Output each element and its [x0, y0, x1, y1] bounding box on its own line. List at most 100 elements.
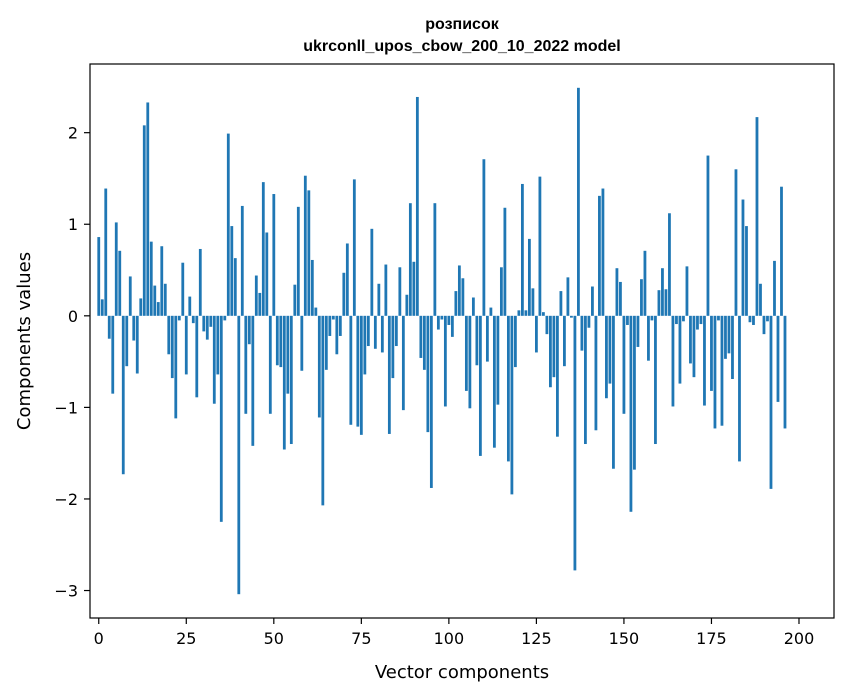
- bar: [184, 315, 188, 375]
- bar: [202, 315, 206, 332]
- bar: [671, 315, 675, 407]
- y-tick-label: −2: [54, 490, 78, 509]
- bar: [619, 281, 622, 316]
- bar: [429, 315, 433, 488]
- bar: [226, 133, 230, 316]
- bar: [209, 315, 213, 327]
- x-tick-label: 200: [784, 629, 815, 648]
- bar: [363, 315, 367, 375]
- bar: [212, 315, 216, 404]
- bar: [489, 307, 493, 316]
- bar: [661, 268, 664, 316]
- bar: [766, 315, 769, 322]
- bar: [594, 315, 598, 431]
- bar: [251, 315, 255, 446]
- bar: [146, 102, 150, 316]
- y-axis-ticks: −3 −2 −1 0 1 2: [54, 124, 90, 601]
- bar: [492, 315, 496, 448]
- bar: [156, 302, 160, 316]
- bar: [254, 275, 258, 316]
- y-tick-label: 2: [68, 124, 78, 143]
- bar: [384, 264, 388, 316]
- plot-area-frame: [89, 63, 835, 619]
- bar: [422, 315, 426, 370]
- bar: [780, 186, 783, 316]
- bar: [139, 298, 143, 316]
- bar: [762, 315, 766, 335]
- bar: [352, 179, 356, 316]
- bar: [436, 315, 440, 330]
- bar: [412, 261, 416, 316]
- bar: [244, 315, 248, 414]
- bar: [549, 315, 552, 388]
- bar: [279, 315, 283, 368]
- bar: [181, 262, 185, 316]
- bar: [685, 266, 689, 316]
- bar: [580, 315, 584, 351]
- bar: [237, 315, 241, 595]
- bar: [114, 222, 118, 316]
- bar: [97, 237, 101, 316]
- y-axis-label: Components values: [14, 252, 35, 430]
- bar: [713, 315, 717, 429]
- bar: [633, 315, 636, 470]
- bar: [240, 205, 244, 316]
- bar: [338, 315, 342, 336]
- bar: [324, 315, 328, 370]
- bar: [464, 315, 468, 391]
- bar: [559, 291, 563, 316]
- bar: [727, 315, 731, 354]
- bar: [216, 315, 220, 375]
- bar: [605, 315, 608, 399]
- bar: [377, 283, 381, 316]
- bar: [640, 279, 643, 316]
- bar: [573, 315, 577, 571]
- bar: [485, 315, 489, 362]
- bar: [563, 315, 566, 367]
- bar: [293, 284, 297, 316]
- bar: [538, 176, 542, 316]
- bar: [191, 315, 195, 324]
- bar: [303, 175, 307, 316]
- bar: [531, 288, 535, 316]
- bar: [433, 203, 437, 316]
- bar: [177, 315, 181, 321]
- bar: [769, 315, 773, 489]
- bar: [741, 199, 745, 316]
- bar: [132, 315, 136, 341]
- bar: [717, 315, 720, 321]
- y-tick-label: 0: [68, 307, 78, 326]
- bar: [591, 286, 594, 316]
- bar: [475, 315, 479, 366]
- bar: [443, 315, 447, 407]
- bar: [587, 315, 591, 328]
- bar: [401, 315, 405, 411]
- bar: [198, 248, 202, 316]
- bar: [556, 315, 559, 437]
- bar: [482, 159, 486, 316]
- bar: [615, 268, 619, 316]
- bar: [647, 315, 650, 361]
- bar: [373, 315, 377, 349]
- bar: [745, 226, 748, 316]
- bar: [524, 310, 528, 316]
- bar: [104, 188, 108, 316]
- bar: [307, 190, 311, 316]
- bar: [188, 296, 192, 316]
- bar: [167, 315, 171, 355]
- bar: [636, 315, 640, 347]
- bar: [268, 315, 272, 414]
- bar: [219, 315, 223, 522]
- bar: [759, 283, 762, 316]
- bar: [398, 267, 402, 316]
- bar: [118, 250, 122, 316]
- bar: [247, 315, 251, 345]
- bar: [128, 276, 132, 316]
- bar: [650, 315, 654, 321]
- bar: [682, 315, 685, 322]
- bar: [506, 315, 510, 462]
- bar: [282, 315, 286, 450]
- x-tick-label: 75: [351, 629, 371, 648]
- bar: [752, 315, 755, 325]
